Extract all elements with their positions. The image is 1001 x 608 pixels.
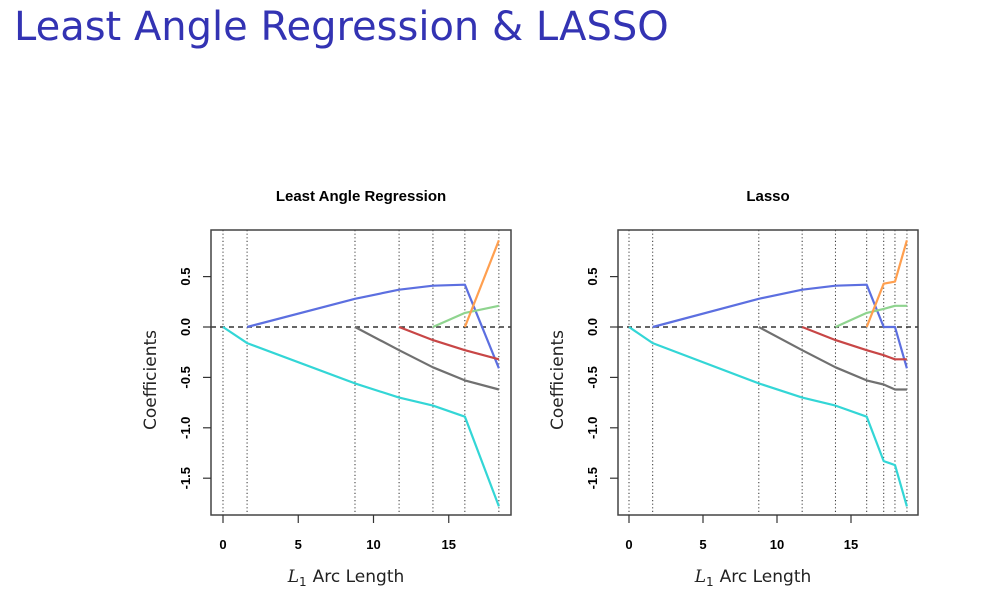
x-tick-label: 10: [366, 537, 380, 552]
y-tick-label: -0.5: [178, 366, 193, 388]
series-line-orange: [463, 239, 500, 328]
y-tick-label: -1.5: [585, 467, 600, 489]
x-tick-label: 0: [625, 537, 632, 552]
x-tick-label: 15: [844, 537, 858, 552]
x-tick-label: 5: [295, 537, 302, 552]
series-line-orange: [865, 239, 908, 328]
x-axis-label-sub: 1: [299, 575, 307, 589]
series-line-green: [835, 304, 907, 329]
x-tick-label: 10: [770, 537, 784, 552]
y-axis-label: Coefficients: [141, 330, 161, 430]
x-axis-label-var: L: [287, 567, 299, 587]
x-axis-label-var: L: [694, 567, 706, 587]
plot-frame: [617, 229, 919, 516]
x-axis-label-text: Arc Length: [313, 567, 405, 587]
slide-title: Least Angle Regression & LASSO: [14, 4, 669, 50]
series-line-blue: [652, 283, 908, 369]
x-axis-label: L1 Arc Length: [287, 567, 405, 589]
y-tick-label: -1.0: [178, 417, 193, 439]
y-tick-label: -0.5: [585, 366, 600, 388]
x-axis-label: L1 Arc Length: [694, 567, 812, 589]
y-tick-label: 0.0: [178, 318, 193, 336]
x-tick-label: 0: [219, 537, 226, 552]
series-line-gray: [354, 326, 500, 391]
chart-title: Least Angle Regression: [276, 188, 446, 205]
chart-title: Lasso: [746, 188, 789, 205]
lasso-panel: Lasso 0 5 10 15 0.5 0.0 -0.5 -1.0 -1.5 Coefficient…: [548, 188, 919, 589]
series-line-cyan: [222, 326, 500, 507]
series-line-green: [432, 304, 500, 329]
series-line-cyan: [628, 326, 908, 507]
plot-frame: [210, 229, 512, 516]
y-tick-label: 0.5: [178, 268, 193, 286]
series-line-gray: [758, 326, 907, 391]
x-axis-label-sub: 1: [706, 575, 714, 589]
y-tick-label: 0.0: [585, 318, 600, 336]
y-axis-label: Coefficients: [548, 330, 568, 430]
series-line-red: [398, 325, 500, 361]
y-tick-label: -1.0: [585, 417, 600, 439]
x-tick-label: 5: [699, 537, 706, 552]
x-axis-label-text: Arc Length: [720, 567, 812, 587]
series-line-red: [801, 325, 907, 361]
y-tick-label: 0.5: [585, 268, 600, 286]
series-line-blue: [246, 283, 500, 369]
lar-panel: Least Angle Regression 0 5 10 15 0.5 0.0 -0.5 -1…: [141, 188, 512, 589]
x-tick-label: 15: [442, 537, 456, 552]
y-tick-label: -1.5: [178, 467, 193, 489]
